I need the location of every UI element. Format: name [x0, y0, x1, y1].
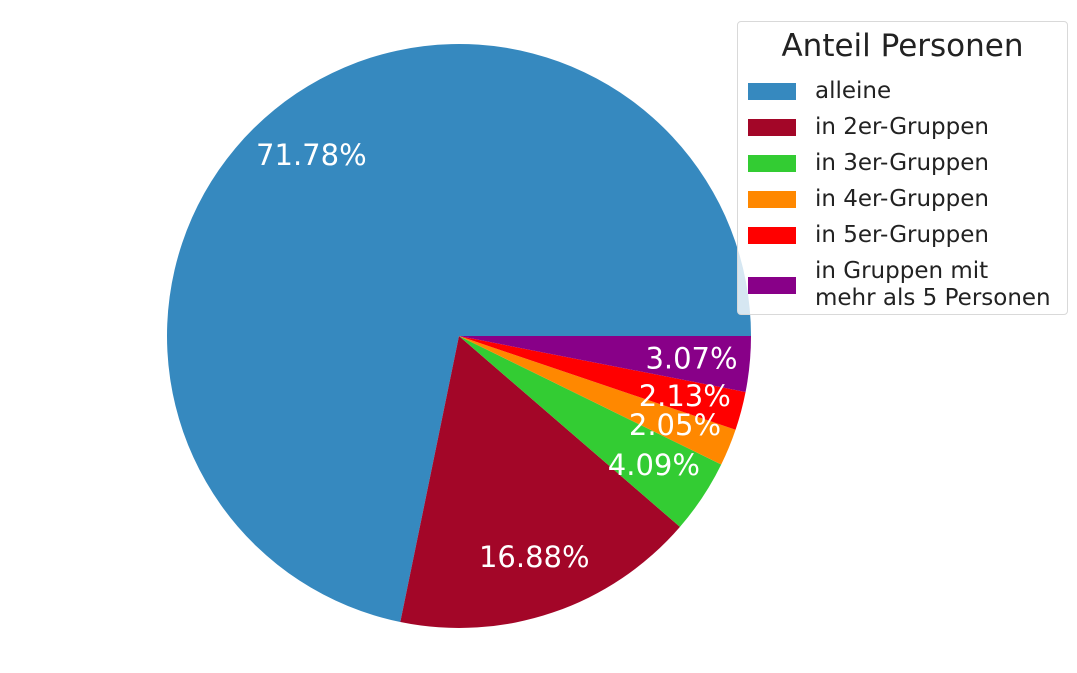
pie-slice-label-5: 2.13%: [639, 379, 731, 413]
legend-title: Anteil Personen: [781, 28, 1024, 64]
legend-label-6: in Gruppen mit mehr als 5 Personen: [815, 258, 1051, 311]
legend-swatch-1: [748, 83, 796, 100]
legend: Anteil Personen alleine in 2er-Gruppen in …: [737, 21, 1068, 315]
legend-swatch-6: [748, 276, 796, 294]
pie-slice-label-3: 4.09%: [608, 448, 700, 482]
pie-slices: [167, 44, 751, 629]
pie-slice-4: [459, 336, 736, 465]
legend-label-4: in 4er-Gruppen: [815, 186, 989, 212]
pie-slice-label-2: 16.88%: [479, 540, 590, 574]
pie-slice-label-6: 3.07%: [645, 341, 737, 375]
legend-swatch-4: [748, 191, 796, 208]
pie-slice-label-1: 71.78%: [256, 138, 367, 172]
pie-slice-6: [459, 336, 751, 392]
legend-swatch-3: [748, 155, 796, 172]
pie-slice-5: [459, 336, 746, 430]
legend-label-5: in 5er-Gruppen: [815, 222, 989, 248]
legend-label-1: alleine: [815, 78, 892, 104]
legend-swatch-2: [748, 119, 796, 136]
pie-slice-label-4: 2.05%: [629, 408, 721, 442]
legend-label-3: in 3er-Gruppen: [815, 150, 989, 176]
pie-slice-2: [400, 336, 680, 629]
legend-swatch-5: [748, 227, 796, 244]
pie-labels: 71.78% 16.88% 4.09% 2.05%2.13% 3.07%: [256, 138, 738, 574]
pie-slice-3: [459, 336, 722, 527]
pie-slice-1: [167, 44, 751, 623]
legend-label-2: in 2er-Gruppen: [815, 114, 989, 140]
